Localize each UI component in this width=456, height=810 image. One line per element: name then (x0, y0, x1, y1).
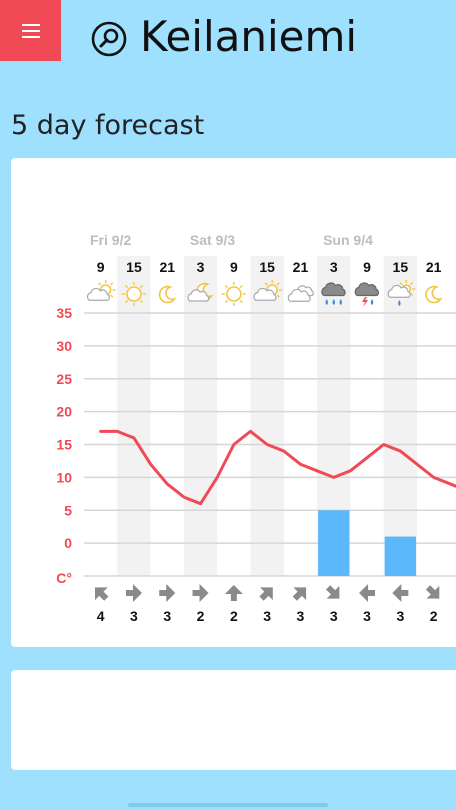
page-title: Keilaniemi (140, 12, 358, 61)
hour-label: 3 (330, 259, 338, 275)
wind-arrow-icon (159, 584, 176, 602)
forecast-chart: 35 30 25 20 15 10 5 0 C° Fri 9/2 Sat 9/3 Sun 9/4 9 15… (56, 232, 456, 624)
day-label: Sun 9/4 (323, 232, 373, 248)
wind-arrow-icon (125, 584, 142, 602)
forecast-card (11, 158, 456, 647)
clear-night-icon (158, 285, 177, 304)
wind-speed-label: 3 (297, 608, 305, 624)
hour-label: 21 (426, 259, 442, 275)
y-tick-label: 30 (56, 338, 72, 354)
shaded-column (117, 256, 151, 576)
menu-button[interactable] (0, 0, 61, 61)
hour-label: 15 (393, 259, 409, 275)
wind-arrow-icon (292, 587, 307, 601)
menu-bar (21, 35, 40, 38)
wind-arrow-icon (325, 585, 340, 599)
hour-label: 9 (97, 259, 105, 275)
y-tick-label: 25 (56, 371, 72, 387)
partly-cloudy-night-icon (187, 282, 214, 302)
wind-arrow-icon (425, 585, 440, 599)
hour-label: 3 (197, 259, 205, 275)
light-rain-day-icon (387, 280, 416, 306)
y-tick-label: 20 (56, 404, 72, 420)
day-label: Sat 9/3 (190, 232, 235, 248)
search-icon[interactable] (88, 18, 130, 60)
precipitation-bar (318, 510, 350, 576)
wind-arrow-icon (359, 584, 376, 602)
hour-label: 15 (126, 259, 142, 275)
wind-arrow-icon (224, 585, 243, 602)
sunny-icon (121, 282, 146, 306)
y-tick-label: 5 (64, 502, 72, 518)
hour-label: 9 (363, 259, 371, 275)
shaded-column (383, 256, 417, 576)
sunny-icon (221, 282, 246, 306)
thunderstorm-icon (354, 282, 380, 307)
shaded-column (250, 256, 284, 576)
y-tick-label: 10 (56, 469, 72, 485)
wind-speed-label: 3 (396, 608, 404, 624)
secondary-card (11, 670, 456, 770)
wind-speed-label: 2 (197, 608, 205, 624)
hour-label: 15 (259, 259, 275, 275)
shaded-column (183, 256, 218, 576)
wind-speed-label: 3 (363, 608, 371, 624)
wind-arrow-icon (192, 584, 209, 602)
wind-arrow-icon (259, 587, 273, 601)
wind-speed-label: 4 (97, 608, 105, 624)
y-tick-label: 35 (56, 305, 72, 321)
hour-label: 9 (230, 259, 238, 275)
wind-speed-label: 3 (330, 608, 338, 624)
precipitation-bar (384, 536, 416, 576)
menu-bar (21, 29, 40, 32)
temperature-line (99, 429, 456, 506)
wind-speed-label: 3 (130, 608, 138, 624)
wind-arrow-icon (94, 587, 109, 601)
cloudy-icon (287, 285, 314, 302)
scroll-indicator (128, 803, 328, 807)
section-title: 5 day forecast (11, 110, 205, 141)
wind-speed-label: 2 (430, 608, 438, 624)
y-unit-label: C° (56, 570, 72, 586)
wind-speed-label: 2 (230, 608, 238, 624)
wind-speed-label: 3 (263, 608, 271, 624)
partly-cloudy-day-icon (86, 280, 116, 301)
y-tick-label: 0 (64, 535, 72, 551)
clear-night-icon (425, 285, 443, 304)
wind-speed-label: 3 (163, 608, 171, 624)
heavy-rain-icon (321, 282, 346, 305)
hour-label: 21 (293, 259, 309, 275)
day-label: Fri 9/2 (90, 232, 131, 248)
y-tick-label: 15 (56, 437, 72, 453)
partly-cloudy-day-icon (253, 280, 283, 301)
menu-bar (21, 23, 40, 26)
wind-arrow-icon (392, 584, 409, 602)
hour-label: 21 (159, 259, 175, 275)
